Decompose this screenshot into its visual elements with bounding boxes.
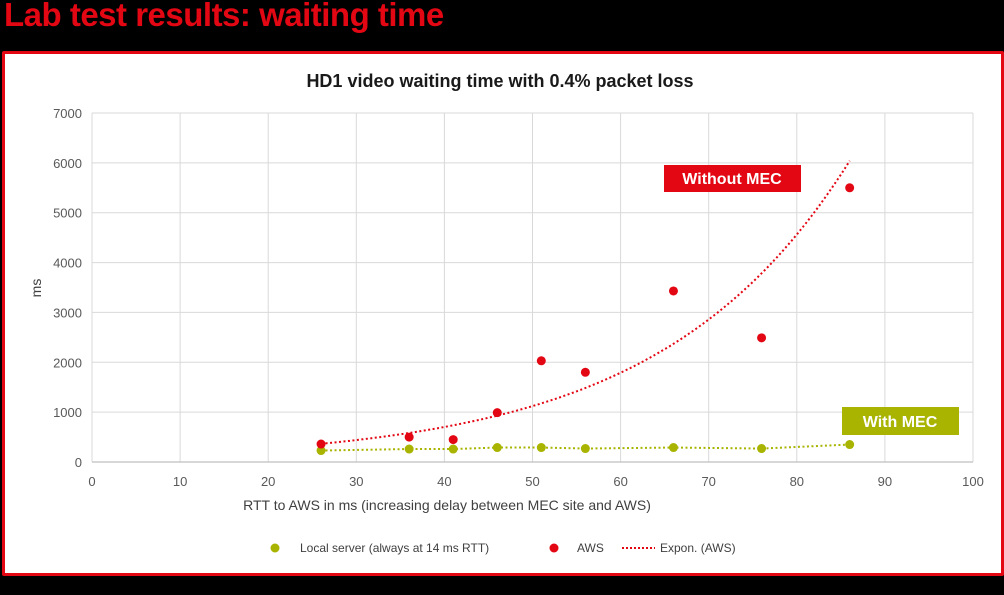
local-point <box>404 444 414 454</box>
slide-title: Lab test results: waiting time <box>4 0 444 33</box>
x-tick-label: 10 <box>173 474 187 489</box>
y-tick-label: 6000 <box>53 156 82 171</box>
x-tick-label: 30 <box>349 474 363 489</box>
y-tick-label: 2000 <box>53 355 82 370</box>
local-point <box>316 446 326 456</box>
local-point <box>668 443 678 453</box>
local-point <box>580 444 590 454</box>
legend-trend-label: Expon. (AWS) <box>660 541 736 555</box>
annotation-with-mec: With MEC <box>842 407 959 435</box>
y-tick-label: 4000 <box>53 256 82 271</box>
aws-point <box>536 356 546 366</box>
local-point <box>448 444 458 454</box>
aws-point <box>492 408 502 418</box>
y-tick-label: 3000 <box>53 305 82 320</box>
y-axis-ticks: 0 1000 2000 3000 4000 5000 6000 7000 <box>53 106 82 470</box>
gridlines <box>91 112 974 463</box>
x-tick-label: 90 <box>878 474 892 489</box>
x-tick-label: 0 <box>88 474 95 489</box>
svg-text:Without MEC: Without MEC <box>682 171 782 188</box>
aws-point <box>316 439 326 449</box>
aws-point <box>757 333 767 343</box>
aws-point <box>404 432 414 442</box>
chart-frame: HD1 video waiting time with 0.4% packet … <box>2 51 1004 576</box>
y-axis-label: ms <box>28 279 44 298</box>
x-axis-label: RTT to AWS in ms (increasing delay betwe… <box>243 497 651 513</box>
y-tick-label: 0 <box>75 455 82 470</box>
local-point <box>536 443 546 453</box>
x-tick-label: 70 <box>701 474 715 489</box>
chart-title: HD1 video waiting time with 0.4% packet … <box>306 71 693 91</box>
x-tick-label: 60 <box>613 474 627 489</box>
y-tick-label: 5000 <box>53 206 82 221</box>
x-tick-label: 20 <box>261 474 275 489</box>
x-axis-ticks: 0 10 20 30 40 50 60 70 80 90 100 <box>88 474 983 489</box>
local-point <box>492 443 502 453</box>
y-tick-label: 1000 <box>53 405 82 420</box>
aws-point <box>448 435 458 445</box>
legend-aws-marker <box>549 543 559 553</box>
scatter-chart: HD1 video waiting time with 0.4% packet … <box>28 71 984 555</box>
aws-point <box>580 367 590 377</box>
y-tick-label: 7000 <box>53 106 82 121</box>
legend-local-marker <box>270 543 280 553</box>
aws-trendline <box>321 160 851 445</box>
x-tick-label: 40 <box>437 474 451 489</box>
x-tick-label: 100 <box>962 474 984 489</box>
aws-point <box>668 286 678 296</box>
legend-local-label: Local server (always at 14 ms RTT) <box>300 541 489 555</box>
data-points <box>316 183 855 456</box>
x-tick-label: 80 <box>790 474 804 489</box>
svg-text:With MEC: With MEC <box>863 414 938 431</box>
local-point <box>757 444 767 454</box>
legend: Local server (always at 14 ms RTT) AWS E… <box>270 541 736 555</box>
aws-point <box>845 183 855 193</box>
legend-aws-label: AWS <box>577 541 604 555</box>
local-point <box>845 440 855 450</box>
x-tick-label: 50 <box>525 474 539 489</box>
annotation-without-mec: Without MEC <box>664 165 801 192</box>
